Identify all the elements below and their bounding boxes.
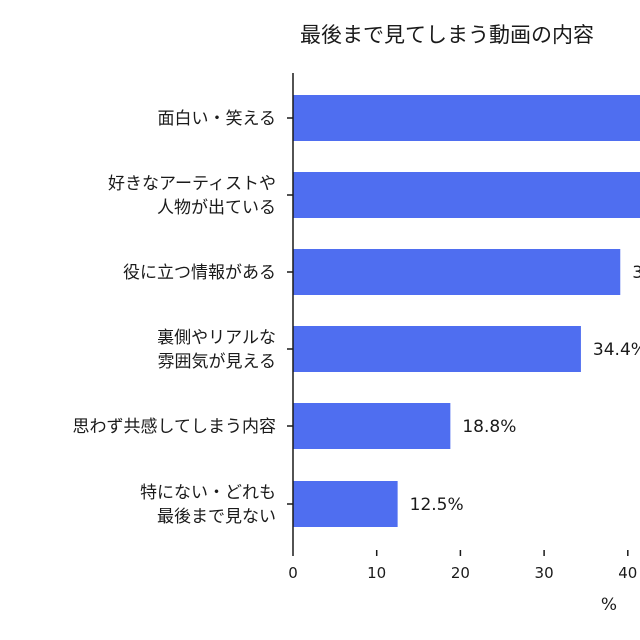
- category-label: 思わず共感してしまう内容: [73, 417, 277, 437]
- axes-layer: 0 10 20 30 40: [287, 73, 637, 582]
- bar-value-label: 18.8%: [462, 417, 516, 437]
- bar: [293, 95, 640, 141]
- category-label: 人物が出ている: [157, 198, 276, 218]
- bar-value-label: 34.4%: [593, 340, 640, 360]
- category-label: 面白い・笑える: [158, 109, 277, 129]
- category-label: 裏側やリアルな: [157, 327, 276, 348]
- x-tick-label: 40: [618, 564, 637, 582]
- x-tick-label: 0: [288, 564, 298, 582]
- bar: [293, 249, 621, 295]
- bar: [293, 403, 451, 449]
- bars-layer: [293, 95, 640, 527]
- category-label: 好きなアーティストや: [108, 174, 276, 194]
- category-label: 最後まで見ない: [157, 507, 276, 527]
- category-label: 特にない・どれも: [140, 483, 276, 503]
- bar: [293, 481, 398, 527]
- bar-value-label: 12.5%: [410, 495, 464, 515]
- x-tick-label: 20: [451, 564, 470, 582]
- x-tick-label: 10: [367, 564, 386, 582]
- bar-value-label: 3: [632, 263, 640, 283]
- chart-title: 最後まで見てしまう動画の内容: [300, 23, 594, 47]
- bar: [293, 172, 640, 218]
- x-tick-label: 30: [535, 564, 554, 582]
- category-label: 雰囲気が見える: [158, 352, 277, 372]
- x-axis-label: %: [601, 595, 617, 615]
- category-label: 役に立つ情報がある: [123, 263, 276, 283]
- bar: [293, 326, 581, 372]
